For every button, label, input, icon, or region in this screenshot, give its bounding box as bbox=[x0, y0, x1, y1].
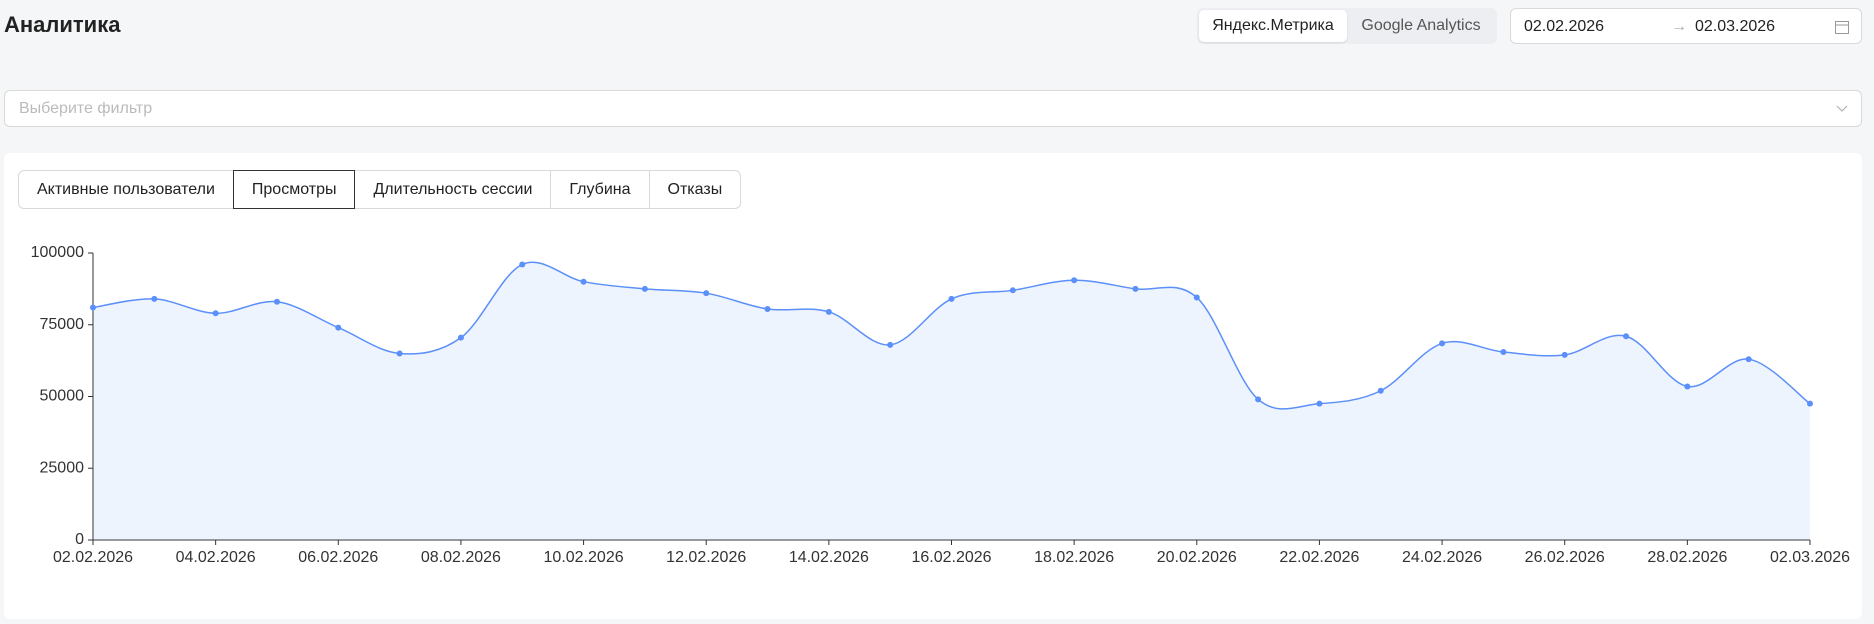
x-tick-label: 04.02.2026 bbox=[176, 549, 256, 566]
x-tick-label: 28.02.2026 bbox=[1647, 549, 1727, 566]
y-tick-label: 0 bbox=[75, 531, 84, 548]
y-tick-label: 25000 bbox=[40, 459, 85, 476]
point bbox=[396, 350, 403, 357]
point bbox=[825, 308, 832, 315]
source-switch: Яндекс.Метрика Google Analytics bbox=[1197, 8, 1497, 44]
point bbox=[212, 310, 219, 317]
point bbox=[1807, 400, 1813, 407]
point bbox=[1439, 340, 1446, 347]
x-tick-label: 02.03.2026 bbox=[1770, 549, 1850, 566]
point bbox=[90, 304, 96, 311]
x-tick-label: 10.02.2026 bbox=[544, 549, 624, 566]
point bbox=[1561, 351, 1568, 358]
calendar-icon bbox=[1835, 21, 1849, 34]
arrow: → bbox=[1671, 18, 1687, 35]
metric-tab[interactable]: Глубина bbox=[550, 170, 650, 209]
date-start[interactable]: 02.02.2026 bbox=[1524, 18, 1605, 35]
point bbox=[1255, 396, 1262, 403]
x-tick-label: 14.02.2026 bbox=[789, 549, 869, 566]
date-range[interactable]: 02.02.2026 → 02.03.2026 bbox=[1510, 8, 1862, 44]
x-tick-label: 16.02.2026 bbox=[911, 549, 991, 566]
point bbox=[1684, 383, 1691, 390]
point bbox=[1009, 287, 1016, 294]
point bbox=[519, 261, 526, 268]
x-tick-label: 08.02.2026 bbox=[421, 549, 501, 566]
source-option[interactable]: Google Analytics bbox=[1361, 17, 1481, 34]
point bbox=[764, 305, 771, 312]
point bbox=[1745, 356, 1752, 363]
x-tick-label: 02.02.2026 bbox=[53, 549, 133, 566]
filter-select[interactable]: Выберите фильтр bbox=[4, 90, 1862, 127]
page-title: Аналитика bbox=[4, 12, 121, 37]
point bbox=[641, 285, 648, 292]
filter-placeholder: Выберите фильтр bbox=[19, 100, 153, 117]
y-tick-label: 50000 bbox=[40, 388, 85, 405]
line bbox=[92, 261, 1811, 410]
point bbox=[1377, 387, 1384, 394]
metric-tab[interactable]: Длительность сессии bbox=[354, 170, 552, 209]
date-end[interactable]: 02.03.2026 bbox=[1695, 18, 1776, 35]
x-tick-label: 06.02.2026 bbox=[298, 549, 378, 566]
chevron bbox=[1836, 105, 1848, 112]
x-tick-label: 18.02.2026 bbox=[1034, 549, 1114, 566]
y-tick-label: 100000 bbox=[31, 244, 84, 261]
point bbox=[1623, 333, 1630, 340]
point bbox=[1193, 294, 1200, 301]
point bbox=[1132, 285, 1139, 292]
x-tick-label: 12.02.2026 bbox=[666, 549, 746, 566]
point bbox=[580, 278, 587, 285]
point bbox=[1500, 349, 1507, 356]
point bbox=[887, 341, 894, 348]
point bbox=[948, 295, 955, 302]
metric-tab[interactable]: Отказы bbox=[648, 170, 742, 209]
point bbox=[1316, 400, 1323, 407]
area bbox=[93, 262, 1810, 540]
x-tick-label: 22.02.2026 bbox=[1279, 549, 1359, 566]
x-tick-label: 26.02.2026 bbox=[1525, 549, 1605, 566]
point bbox=[703, 290, 710, 297]
y-tick-label: 75000 bbox=[40, 316, 85, 333]
point bbox=[273, 298, 280, 305]
chart-card bbox=[4, 153, 1862, 619]
point bbox=[151, 295, 158, 302]
metric-tabs: Активные пользователи Просмотры Длительнос… bbox=[18, 170, 742, 209]
point bbox=[1071, 277, 1078, 284]
metric-tab[interactable]: Просмотры bbox=[232, 170, 356, 209]
x-tick-label: 20.02.2026 bbox=[1157, 549, 1237, 566]
point bbox=[457, 334, 464, 341]
source-option[interactable]: Яндекс.Метрика bbox=[1199, 10, 1347, 42]
x-tick-label: 24.02.2026 bbox=[1402, 549, 1482, 566]
metric-tab[interactable]: Активные пользователи bbox=[18, 170, 234, 209]
point bbox=[335, 324, 342, 331]
